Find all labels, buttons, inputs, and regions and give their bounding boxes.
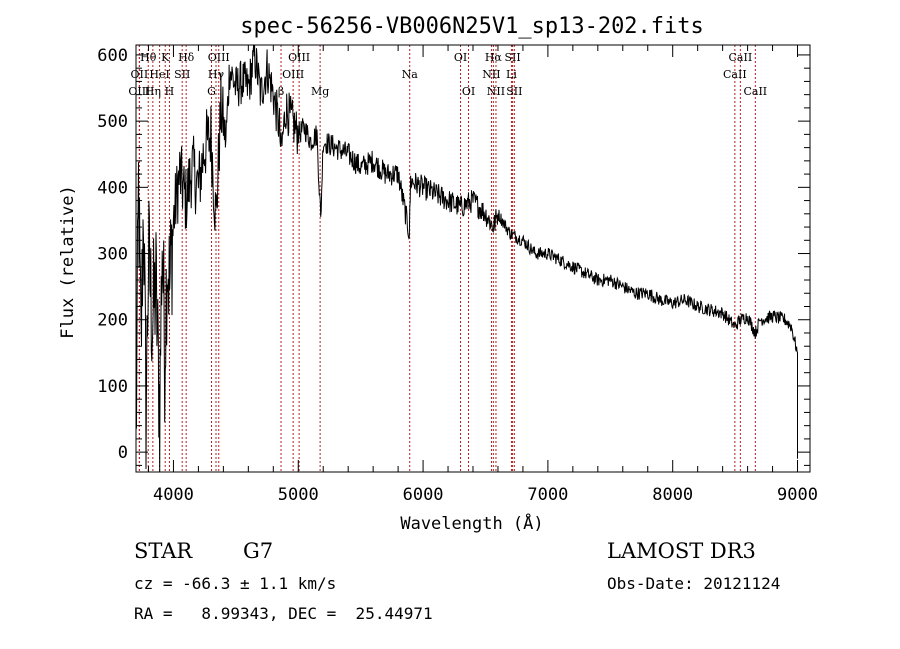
- line-label-10: Hγ: [208, 68, 225, 81]
- y-tick-label-6: 600: [97, 46, 128, 66]
- line-label-8: Hδ: [178, 51, 195, 64]
- y-axis-label: Flux (relative): [58, 185, 78, 339]
- obs-date-readout: Obs-Date: 20121124: [607, 574, 781, 593]
- x-tick-label-2: 6000: [403, 485, 444, 505]
- line-label-14: β: [278, 85, 284, 98]
- line-label-25: CaII: [729, 51, 753, 64]
- line-label-27: CaII: [743, 85, 767, 98]
- line-label-18: OI: [462, 85, 475, 98]
- y-tick-label-0: 0: [118, 443, 128, 463]
- y-tick-label-1: 100: [97, 377, 128, 397]
- line-label-4: K: [161, 51, 170, 64]
- line-label-5: HeI: [149, 68, 169, 81]
- coordinates-readout: RA = 8.99343, DEC = 25.44971: [134, 604, 433, 623]
- plot-frame: [135, 44, 811, 473]
- y-tick-label-3: 300: [97, 245, 128, 265]
- y-tick-label-5: 500: [97, 112, 128, 132]
- line-label-2: OIII: [128, 85, 150, 98]
- x-tick-label-1: 5000: [278, 485, 319, 505]
- line-label-6: H: [165, 85, 175, 98]
- chart-title: spec-56256-VB006N25V1_sp13-202.fits: [240, 14, 704, 39]
- line-label-12: OIII: [288, 51, 310, 64]
- line-label-13: OIII: [282, 68, 304, 81]
- x-tick-label-0: 4000: [153, 485, 194, 505]
- line-label-24: SII: [506, 85, 522, 98]
- x-axis-label: Wavelength (Å): [400, 512, 543, 534]
- line-label-23: Li: [506, 68, 517, 81]
- redshift-readout: cz = -66.3 ± 1.1 km/s: [134, 574, 337, 593]
- x-axis: 4000 5000 6000 7000 8000 9000: [147, 45, 818, 505]
- line-label-11: G: [207, 85, 216, 98]
- y-tick-label-2: 200: [97, 311, 128, 331]
- line-label-16: Na: [402, 68, 419, 81]
- line-label-26: CaII: [723, 68, 747, 81]
- line-label-7: SII: [174, 68, 190, 81]
- y-axis: 0 100 200 300 400 500 600: [97, 46, 810, 466]
- x-tick-label-4: 8000: [652, 485, 693, 505]
- x-tick-label-5: 9000: [777, 485, 818, 505]
- x-tick-label-3: 7000: [527, 485, 568, 505]
- line-label-20: NII: [482, 68, 500, 81]
- spectrum-line: [135, 44, 798, 472]
- line-label-15: Mg: [311, 85, 329, 98]
- object-subclass: G7: [243, 539, 274, 563]
- object-class: STAR: [134, 539, 193, 563]
- line-label-0: Hθ: [140, 51, 157, 64]
- survey-name: LAMOST DR3: [607, 539, 756, 563]
- line-label-21: NII: [487, 85, 505, 98]
- line-label-1: OII: [131, 68, 149, 81]
- line-label-9: OIII: [208, 51, 230, 64]
- y-tick-label-4: 400: [97, 178, 128, 198]
- line-label-22: SII: [504, 51, 520, 64]
- line-label-3: Hη: [145, 85, 161, 98]
- line-label-19: Hα: [485, 51, 503, 64]
- line-marker-group: [138, 45, 756, 472]
- line-label-17: OI: [454, 51, 467, 64]
